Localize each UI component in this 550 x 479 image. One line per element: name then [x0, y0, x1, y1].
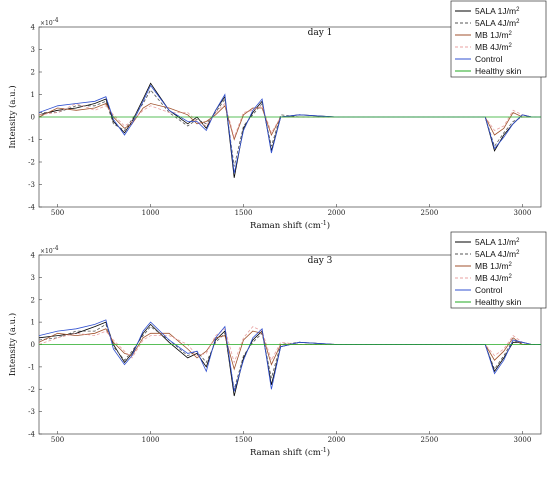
- legend-entry-superscript: 2: [516, 19, 520, 25]
- x-tick-label: 3000: [513, 209, 531, 217]
- legend-entry-superscript: 2: [516, 7, 520, 13]
- y-tick-label: 3: [31, 274, 35, 282]
- y-tick-label: -1: [28, 363, 35, 371]
- y-tick-label: 3: [31, 46, 35, 54]
- series-line-control: [39, 84, 541, 174]
- legend-entry-superscript: 2: [509, 43, 513, 49]
- y-tick-label: 0: [31, 114, 35, 122]
- y-multiplier-exponent: -4: [53, 245, 59, 252]
- x-tick-label: 1000: [142, 436, 160, 444]
- x-tick-label: 1500: [235, 436, 253, 444]
- x-tick-label: 3000: [513, 436, 531, 444]
- legend: 5ALA 1J/m2 5ALA 4J/m2 MB 1J/m2 MB 4J/m2 Cont…: [450, 231, 547, 309]
- x-axis-label: Raman shift (cm-1): [250, 447, 330, 458]
- legend-entry-superscript: 2: [509, 262, 513, 268]
- series-line-5ala-1j-m: [39, 321, 541, 397]
- x-tick-label: 2000: [328, 209, 346, 217]
- y-tick-label: -3: [28, 408, 35, 416]
- x-tick-label: 500: [51, 209, 64, 217]
- x-tick-label: 2500: [421, 209, 439, 217]
- x-axis-label-suffix: ): [327, 447, 330, 458]
- series-line-mb-1j-m: [39, 328, 541, 371]
- x-axis-label-superscript: -1: [321, 447, 327, 454]
- y-tick-label: -1: [28, 136, 35, 144]
- series-line-mb-4j-m: [39, 326, 541, 364]
- x-tick-label: 1000: [142, 209, 160, 217]
- legend-entry: MB 1J/m2: [475, 261, 513, 271]
- y-tick-label: -3: [28, 181, 35, 189]
- y-tick-label: 4: [31, 252, 36, 260]
- legend-entry: MB 4J/m2: [475, 42, 513, 52]
- x-axis-label: Raman shift (cm-1): [250, 220, 330, 231]
- legend-entry: Control: [475, 54, 503, 64]
- y-tick-label: 2: [31, 69, 35, 77]
- legend-entry: Control: [475, 285, 503, 295]
- x-axis-label-superscript: -1: [321, 220, 327, 227]
- x-tick-label: 1500: [235, 209, 253, 217]
- series-line-control: [39, 319, 541, 392]
- series-line-5ala-4j-m: [39, 89, 541, 167]
- y-axis-label: Intensity (a.u.): [7, 313, 18, 376]
- series-line-5ala-1j-m: [39, 82, 541, 178]
- legend-entry: 5ALA 1J/m2: [475, 6, 520, 16]
- y-tick-label: -2: [28, 159, 35, 167]
- y-tick-label: -2: [28, 386, 35, 394]
- chart-title: day 1: [308, 28, 333, 38]
- y-tick-label: 4: [31, 24, 36, 32]
- legend-box: [450, 0, 547, 78]
- series-group: [39, 82, 541, 178]
- series-line-mb-1j-m: [39, 102, 541, 141]
- x-tick-label: 2000: [328, 436, 346, 444]
- chart-day-3: 4 3 2 1 0 -1 -2 -3 -4 500 1000 1500 2000 2500 3000 ×10-…: [7, 231, 547, 458]
- y-multiplier: ×10-4: [40, 245, 59, 255]
- legend-entry: Healthy skin: [475, 66, 522, 76]
- x-tick-label: 500: [51, 436, 64, 444]
- legend-entry: MB 1J/m2: [475, 30, 513, 40]
- legend-entry: 5ALA 1J/m2: [475, 237, 520, 247]
- legend-entry: 5ALA 4J/m2: [475, 18, 520, 28]
- x-tick-label: 2500: [421, 436, 439, 444]
- chart-title: day 3: [308, 256, 333, 266]
- y-tick-label: -4: [28, 204, 35, 212]
- y-tick-label: 0: [31, 341, 35, 349]
- y-multiplier: ×10-4: [40, 17, 59, 27]
- legend-entry-superscript: 2: [516, 238, 520, 244]
- legend-entry-superscript: 2: [509, 274, 513, 280]
- legend-entry: MB 4J/m2: [475, 273, 513, 283]
- legend-entry-superscript: 2: [509, 31, 513, 37]
- series-line-5ala-4j-m: [39, 323, 541, 390]
- chart-day-1: 4 3 2 1 0 -1 -2 -3 -4 500 1000 1500 2000 2500 3000 ×10-…: [7, 0, 547, 231]
- y-tick-label: -4: [28, 431, 35, 439]
- x-axis-label-suffix: ): [327, 220, 330, 231]
- legend-entry: Healthy skin: [475, 297, 522, 307]
- legend: 5ALA 1J/m2 5ALA 4J/m2 MB 1J/m2 MB 4J/m2 Cont…: [450, 0, 547, 78]
- series-group: [39, 319, 541, 397]
- legend-entry-superscript: 2: [516, 250, 520, 256]
- y-tick-label: 1: [31, 91, 35, 99]
- y-tick-label: 1: [31, 319, 35, 327]
- y-axis-label: Intensity (a.u.): [7, 85, 18, 148]
- legend-box: [450, 231, 547, 309]
- legend-entry: 5ALA 4J/m2: [475, 249, 520, 259]
- y-tick-label: 2: [31, 296, 35, 304]
- y-multiplier-exponent: -4: [53, 17, 59, 24]
